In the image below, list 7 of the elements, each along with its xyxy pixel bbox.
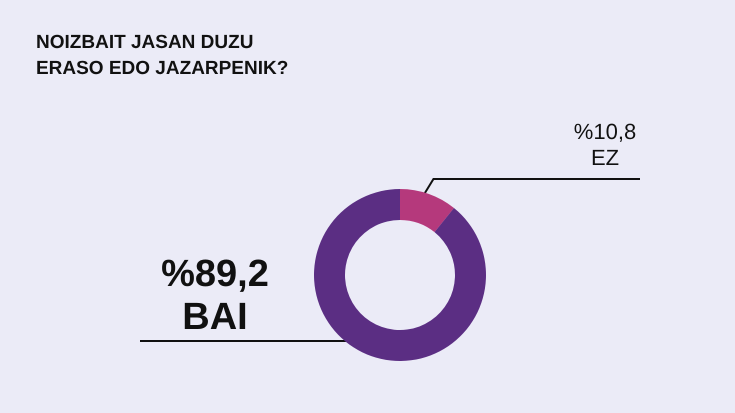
slice-label: BAI (182, 296, 248, 338)
data-label: %10,8 (574, 119, 636, 144)
slice-label: EZ (590, 145, 620, 170)
data-label: %89,2 (161, 253, 269, 295)
donut-slice (400, 189, 454, 232)
donut-slice (314, 189, 486, 361)
chart-title: NOIZBAIT JASAN DUZU ERASO EDO JAZARPENIK? (36, 31, 290, 81)
